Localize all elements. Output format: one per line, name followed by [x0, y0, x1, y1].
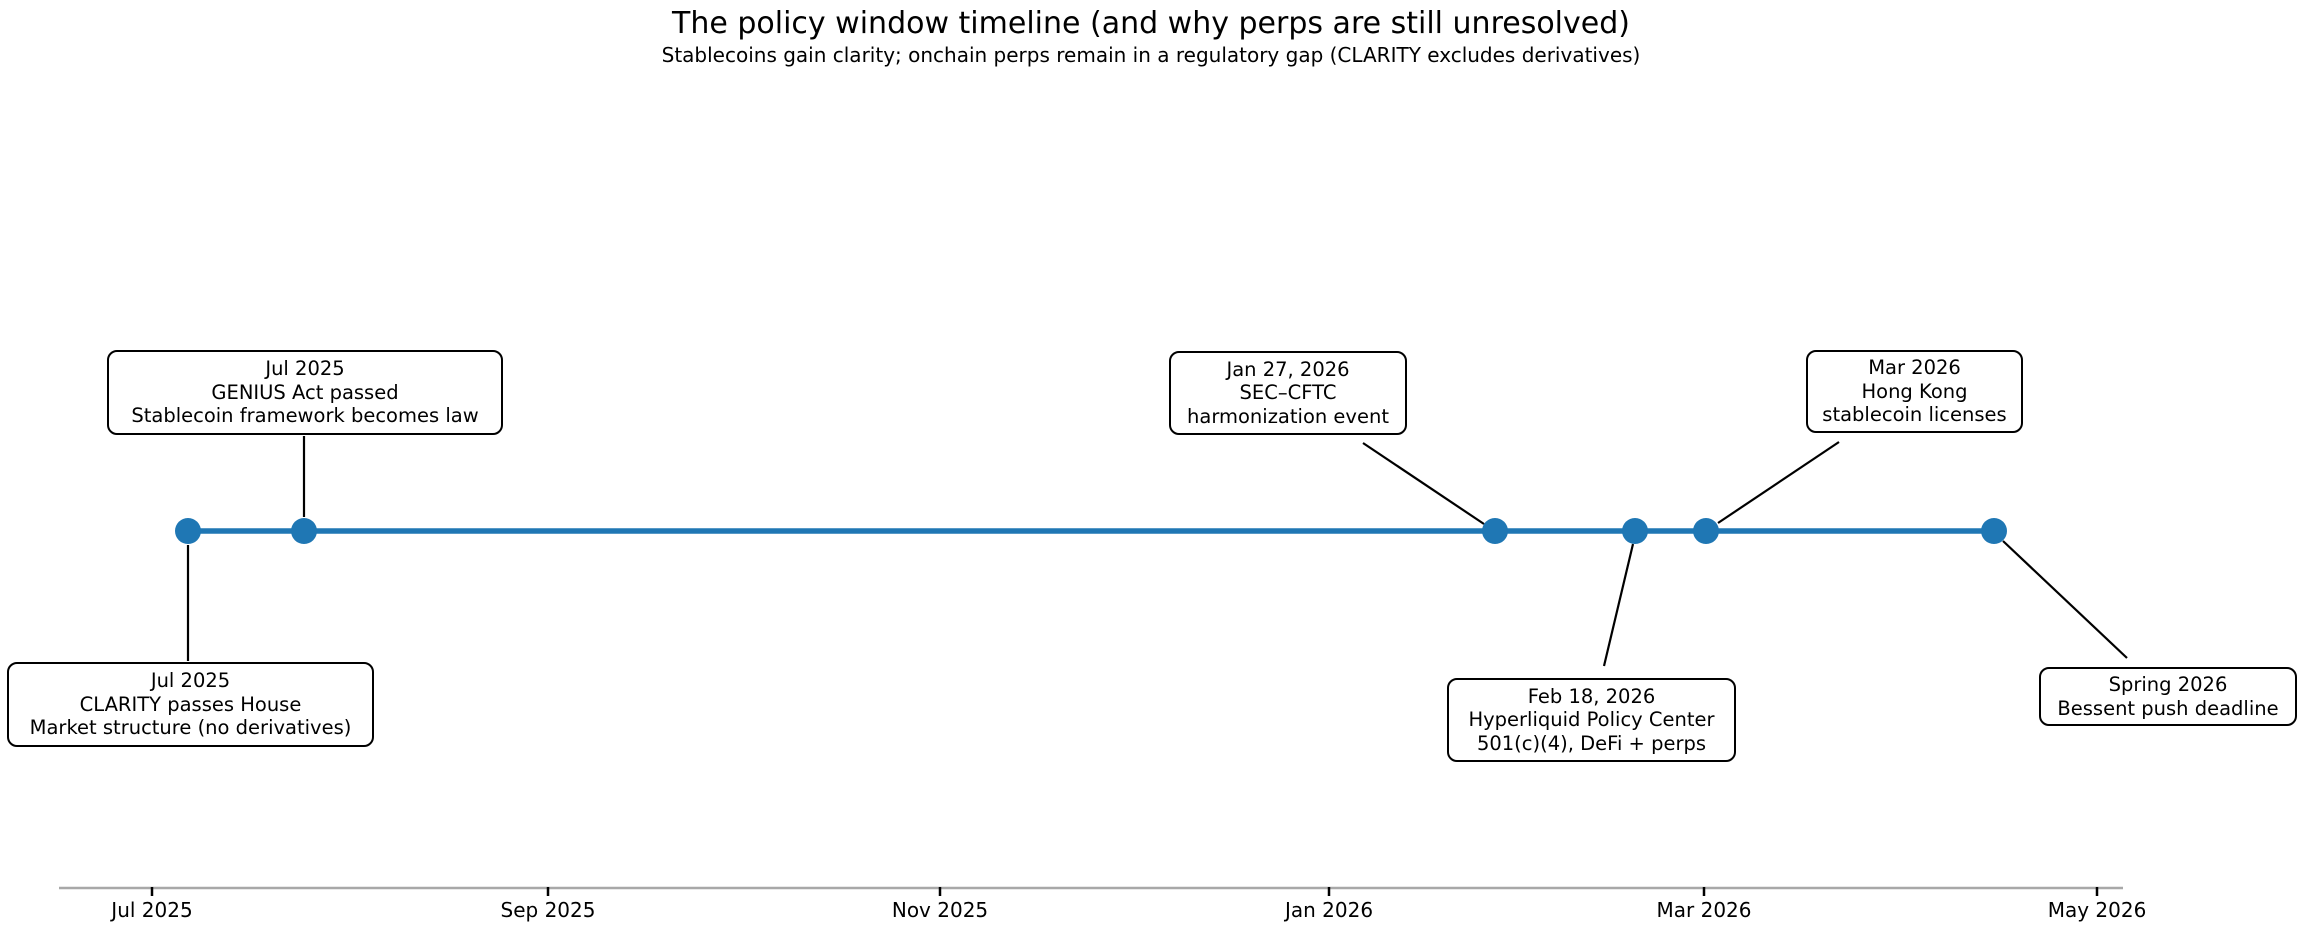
event-marker-dot — [1981, 518, 2007, 544]
event-box-line: Hong Kong — [1861, 379, 1968, 403]
event-connector-line — [1717, 441, 1840, 524]
x-axis-tick-label: Nov 2025 — [891, 898, 989, 922]
x-axis-tick-label: May 2026 — [2047, 898, 2147, 922]
event-box-line: Jul 2025 — [265, 357, 345, 381]
event-box-line: Jul 2025 — [150, 669, 231, 693]
chart-title: The policy window timeline (and why perp… — [672, 6, 1630, 41]
event-box: Feb 18, 2026 Hyperliquid Policy Center 501… — [1447, 678, 1736, 762]
event-box-line: CLARITY passes House — [79, 692, 302, 716]
event-box-line: GENIUS Act passed — [211, 380, 399, 404]
event-box: Jul 2025 GENIUS Act passed Stablecoin fram… — [107, 350, 503, 435]
event-box-line: Mar 2026 — [1868, 356, 1961, 380]
event-box-line: Feb 18, 2026 — [1527, 684, 1656, 708]
event-box-line: SEC–CFTC — [1239, 381, 1337, 405]
event-marker-dot — [291, 518, 317, 544]
event-marker-dot — [1622, 518, 1648, 544]
event-box: Spring 2026 Bessent push deadline — [2039, 667, 2297, 726]
event-connector-line — [1362, 442, 1485, 525]
event-box: Jan 27, 2026 SEC–CFTC harmonization event — [1169, 351, 1407, 435]
event-box: Jul 2025 CLARITY passes House Market struc… — [7, 662, 374, 747]
event-box-line: Jan 27, 2026 — [1226, 357, 1350, 381]
x-axis-tick-label: Mar 2026 — [1656, 898, 1752, 922]
chart-subtitle: Stablecoins gain clarity; onchain perps … — [661, 43, 1641, 67]
event-marker-dot — [1482, 518, 1508, 544]
event-box-line: Market structure (no derivatives) — [29, 716, 352, 740]
event-box-line: harmonization event — [1187, 404, 1389, 428]
event-box-line: Bessent push deadline — [2057, 696, 2279, 720]
event-connector-line — [2002, 540, 2128, 659]
event-box-line: Hyperliquid Policy Center — [1468, 708, 1715, 732]
x-axis-tick-label: Jul 2025 — [111, 898, 193, 922]
event-marker-dot — [175, 518, 201, 544]
x-axis-tick-label: Jan 2026 — [1284, 898, 1374, 922]
event-box-line: 501(c)(4), DeFi + perps — [1476, 731, 1707, 755]
event-connector-line — [1602, 543, 1635, 667]
event-box-line: stablecoin licenses — [1822, 403, 2007, 427]
event-box-line: Stablecoin framework becomes law — [131, 404, 479, 428]
x-axis-tick-label: Sep 2025 — [500, 898, 596, 922]
event-box-line: Spring 2026 — [2108, 673, 2228, 696]
event-box: Mar 2026 Hong Kong stablecoin licenses — [1806, 350, 2023, 433]
event-marker-dot — [1693, 518, 1719, 544]
